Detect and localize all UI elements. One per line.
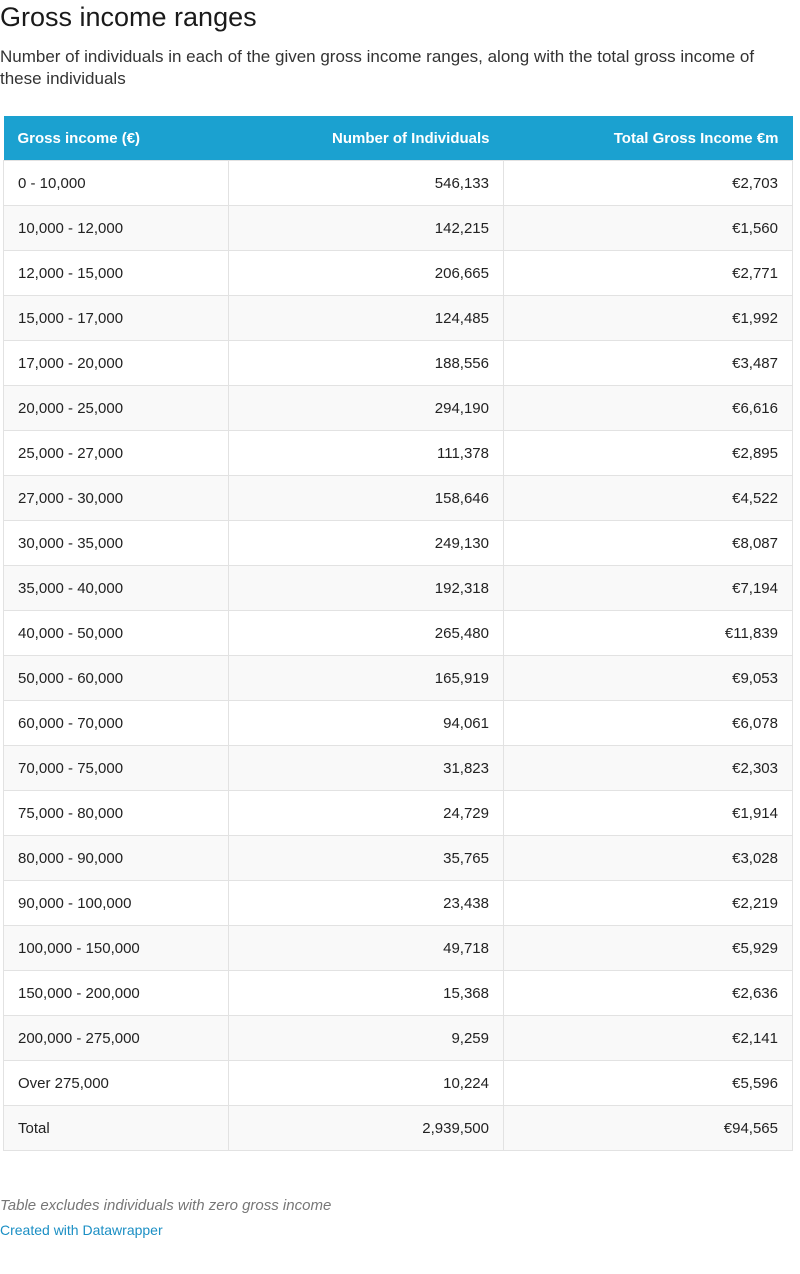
table-cell: €2,219 xyxy=(503,880,793,926)
table-row: 90,000 - 100,000 23,438 €2,219 xyxy=(3,880,793,926)
table-cell: 30,000 - 35,000 xyxy=(3,520,229,566)
table-cell: 142,215 xyxy=(228,205,504,251)
table-row: 35,000 - 40,000 192,318 €7,194 xyxy=(3,565,793,611)
table-cell: €6,078 xyxy=(503,700,793,746)
table-cell: 158,646 xyxy=(228,475,504,521)
table-cell: 60,000 - 70,000 xyxy=(3,700,229,746)
table-cell: 15,000 - 17,000 xyxy=(3,295,229,341)
subtitle: Number of individuals in each of the giv… xyxy=(0,47,755,88)
table-cell: 9,259 xyxy=(228,1015,504,1061)
table-cell: €2,895 xyxy=(503,430,793,476)
table-row: 60,000 - 70,000 94,061 €6,078 xyxy=(3,700,793,746)
table-cell: 49,718 xyxy=(228,925,504,971)
table-cell: €8,087 xyxy=(503,520,793,566)
table-cell: 20,000 - 25,000 xyxy=(3,385,229,431)
table-cell: Total xyxy=(3,1105,229,1151)
table-cell: 15,368 xyxy=(228,970,504,1016)
table-cell: 94,061 xyxy=(228,700,504,746)
table-row: 12,000 - 15,000 206,665 €2,771 xyxy=(3,250,793,296)
table-cell: €11,839 xyxy=(503,610,793,656)
table-cell: €6,616 xyxy=(503,385,793,431)
table-row: 200,000 - 275,000 9,259 €2,141 xyxy=(3,1015,793,1061)
table-cell: 265,480 xyxy=(228,610,504,656)
table-cell: €9,053 xyxy=(503,655,793,701)
table-row: 20,000 - 25,000 294,190 €6,616 xyxy=(3,385,793,431)
table-cell: €2,636 xyxy=(503,970,793,1016)
table-cell: €5,596 xyxy=(503,1060,793,1106)
table-cell: 12,000 - 15,000 xyxy=(3,250,229,296)
table-row: 100,000 - 150,000 49,718 €5,929 xyxy=(3,925,793,971)
table-row: Over 275,000 10,224 €5,596 xyxy=(3,1060,793,1106)
table-cell: 70,000 - 75,000 xyxy=(3,745,229,791)
table-cell: 50,000 - 60,000 xyxy=(3,655,229,701)
table-cell: 206,665 xyxy=(228,250,504,296)
table-row: 75,000 - 80,000 24,729 €1,914 xyxy=(3,790,793,836)
table-cell: €1,992 xyxy=(503,295,793,341)
table-row: 80,000 - 90,000 35,765 €3,028 xyxy=(3,835,793,881)
column-header: Gross income (€) xyxy=(3,116,229,161)
table-cell: €1,560 xyxy=(503,205,793,251)
table-cell: 165,919 xyxy=(228,655,504,701)
table-row: 25,000 - 27,000 111,378 €2,895 xyxy=(3,430,793,476)
title: Gross income ranges xyxy=(0,2,257,32)
header-row: Gross income (€) Number of Individuals Tot… xyxy=(3,116,793,161)
table-cell: 10,224 xyxy=(228,1060,504,1106)
table-cell: 200,000 - 275,000 xyxy=(3,1015,229,1061)
table-cell: 124,485 xyxy=(228,295,504,341)
income-table: Gross income (€) Number of Individuals Tot… xyxy=(3,116,793,1151)
table-cell: 17,000 - 20,000 xyxy=(3,340,229,386)
table-cell: €5,929 xyxy=(503,925,793,971)
table-cell: 75,000 - 80,000 xyxy=(3,790,229,836)
table-cell: 80,000 - 90,000 xyxy=(3,835,229,881)
table-cell: €4,522 xyxy=(503,475,793,521)
table-row: 15,000 - 17,000 124,485 €1,992 xyxy=(3,295,793,341)
table-cell: 2,939,500 xyxy=(228,1105,504,1151)
table-cell: €2,703 xyxy=(503,160,793,206)
table-cell: €3,487 xyxy=(503,340,793,386)
table-row: Total 2,939,500 €94,565 xyxy=(3,1105,793,1151)
table-cell: €1,914 xyxy=(503,790,793,836)
table-cell: 40,000 - 50,000 xyxy=(3,610,229,656)
table-cell: 100,000 - 150,000 xyxy=(3,925,229,971)
table-cell: 111,378 xyxy=(228,430,504,476)
column-header: Number of Individuals xyxy=(228,116,504,161)
table-cell: 192,318 xyxy=(228,565,504,611)
table-cell: 0 - 10,000 xyxy=(3,160,229,206)
table-cell: 188,556 xyxy=(228,340,504,386)
table-row: 70,000 - 75,000 31,823 €2,303 xyxy=(3,745,793,791)
table-row: 150,000 - 200,000 15,368 €2,636 xyxy=(3,970,793,1016)
footnote: Table excludes individuals with zero gro… xyxy=(0,1197,332,1214)
column-header: Total Gross Income €m xyxy=(503,116,793,161)
table-cell: 546,133 xyxy=(228,160,504,206)
table-cell: €2,771 xyxy=(503,250,793,296)
table-cell: 150,000 - 200,000 xyxy=(3,970,229,1016)
table-cell: 24,729 xyxy=(228,790,504,836)
table-cell: 23,438 xyxy=(228,880,504,926)
table-cell: €2,303 xyxy=(503,745,793,791)
table-cell: 25,000 - 27,000 xyxy=(3,430,229,476)
table-row: 50,000 - 60,000 165,919 €9,053 xyxy=(3,655,793,701)
table-cell: €94,565 xyxy=(503,1105,793,1151)
table-cell: 249,130 xyxy=(228,520,504,566)
table-cell: 10,000 - 12,000 xyxy=(3,205,229,251)
table-cell: €7,194 xyxy=(503,565,793,611)
table-row: 40,000 - 50,000 265,480 €11,839 xyxy=(3,610,793,656)
table-cell: 294,190 xyxy=(228,385,504,431)
table-body: 0 - 10,000 546,133 €2,703 10,000 - 12,000 14… xyxy=(3,160,793,1151)
table-cell: 35,765 xyxy=(228,835,504,881)
table-cell: 31,823 xyxy=(228,745,504,791)
table-cell: €3,028 xyxy=(503,835,793,881)
table-cell: Over 275,000 xyxy=(3,1060,229,1106)
table-cell: 90,000 - 100,000 xyxy=(3,880,229,926)
table-row: 30,000 - 35,000 249,130 €8,087 xyxy=(3,520,793,566)
table-cell: €2,141 xyxy=(503,1015,793,1061)
table-row: 0 - 10,000 546,133 €2,703 xyxy=(3,160,793,206)
table-cell: 35,000 - 40,000 xyxy=(3,565,229,611)
table-row: 17,000 - 20,000 188,556 €3,487 xyxy=(3,340,793,386)
table-cell: 27,000 - 30,000 xyxy=(3,475,229,521)
table-row: 27,000 - 30,000 158,646 €4,522 xyxy=(3,475,793,521)
table-row: 10,000 - 12,000 142,215 €1,560 xyxy=(3,205,793,251)
credit-link[interactable]: Created with Datawrapper xyxy=(0,1222,163,1238)
